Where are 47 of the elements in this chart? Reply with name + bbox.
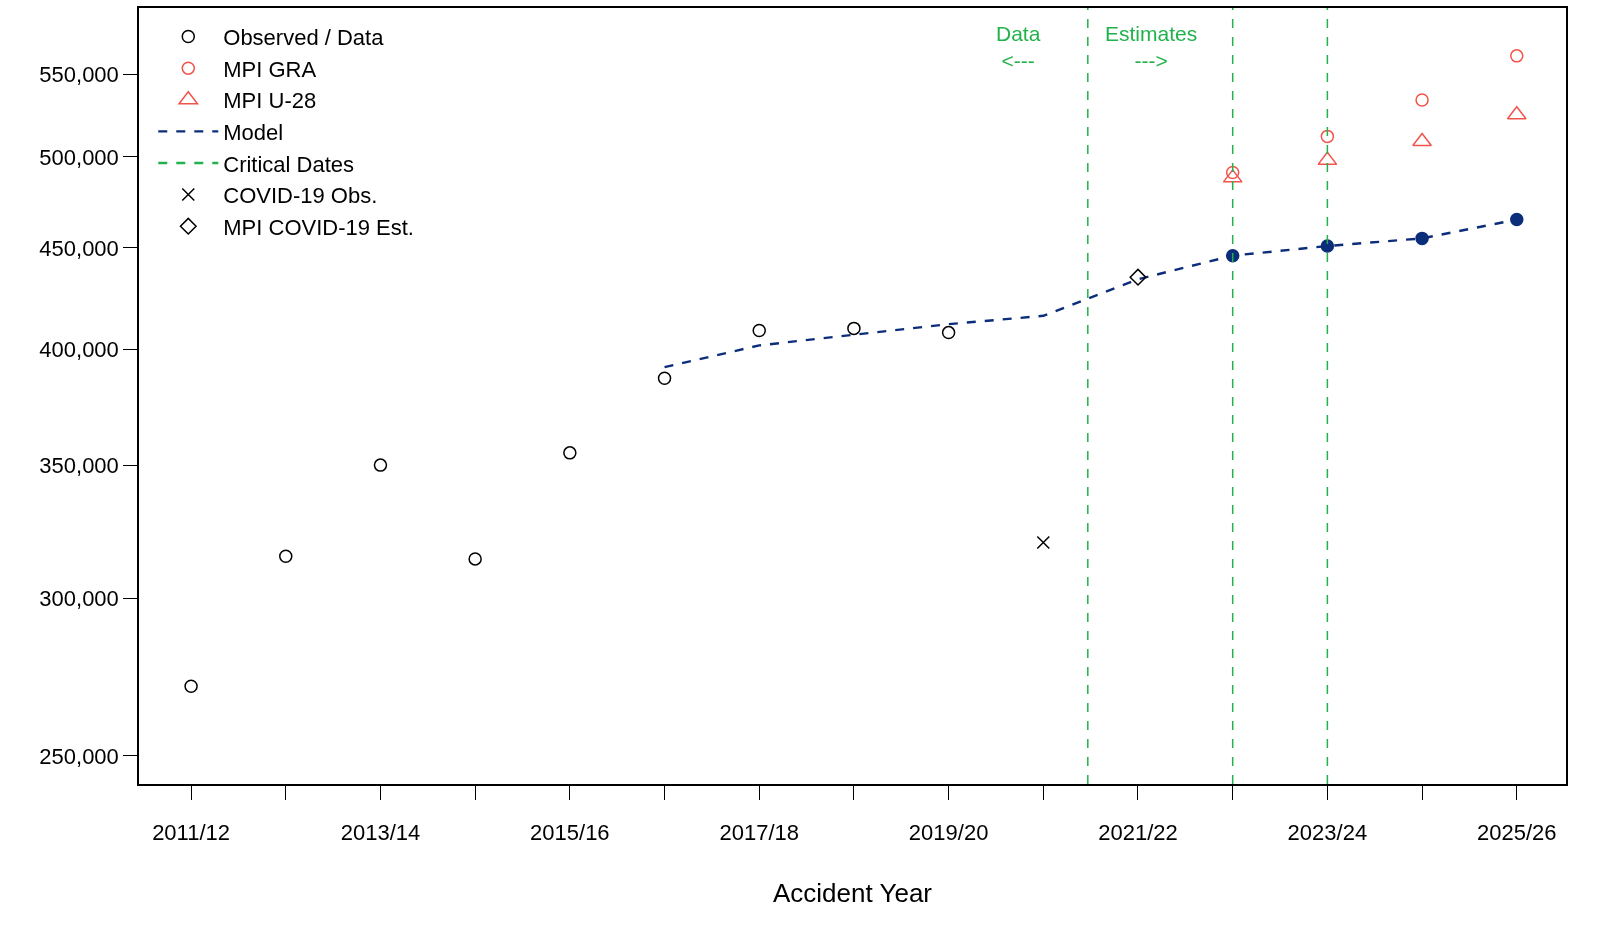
point <box>1225 248 1240 263</box>
point <box>279 549 293 563</box>
legend-label: MPI GRA <box>223 56 317 82</box>
legend-label: MPI COVID-19 Est. <box>223 214 414 240</box>
legend-label: MPI U-28 <box>223 88 317 114</box>
point <box>752 323 766 338</box>
x-tick-label: 2013/14 <box>340 820 421 846</box>
point <box>1506 105 1527 120</box>
y-tick-label: 500,000 <box>39 144 119 170</box>
x-axis-title: Accident Year <box>772 878 933 909</box>
legend-label: Observed / Data <box>223 25 385 51</box>
x-tick-label: 2021/22 <box>1098 820 1178 846</box>
point <box>468 552 482 566</box>
y-tick-label: 300,000 <box>39 586 119 612</box>
point <box>1415 231 1429 246</box>
point <box>563 446 577 460</box>
point <box>1320 129 1335 144</box>
point <box>1510 49 1524 63</box>
point <box>1317 151 1338 166</box>
x-tick-label: 2025/26 <box>1476 820 1557 846</box>
point <box>1320 239 1335 253</box>
point <box>1225 165 1240 180</box>
point <box>373 458 388 472</box>
x-tick-label: 2019/20 <box>908 820 989 846</box>
point <box>941 325 956 340</box>
point <box>1510 212 1524 227</box>
annotation: Estimates ---> <box>1105 22 1198 73</box>
point <box>1036 535 1051 550</box>
point <box>1415 93 1429 107</box>
point <box>184 679 198 693</box>
annotation: Data <--- <box>996 22 1041 73</box>
y-tick-label: 450,000 <box>39 235 119 261</box>
x-tick-label: 2017/18 <box>719 820 799 846</box>
legend-label: COVID-19 Obs. <box>223 183 378 209</box>
point <box>847 321 861 336</box>
point <box>1412 132 1433 147</box>
y-tick-label: 400,000 <box>39 337 119 363</box>
x-tick-label: 2023/24 <box>1287 820 1368 846</box>
y-tick-label: 250,000 <box>39 743 119 769</box>
point <box>657 371 672 386</box>
x-tick-label: 2015/16 <box>530 820 610 846</box>
x-tick-label: 2011/12 <box>152 820 231 846</box>
legend-label: Model <box>223 119 284 145</box>
y-tick-label: 550,000 <box>39 62 119 88</box>
point <box>1129 268 1147 286</box>
y-tick-label: 350,000 <box>39 452 119 478</box>
legend-label: Critical Dates <box>223 151 355 177</box>
